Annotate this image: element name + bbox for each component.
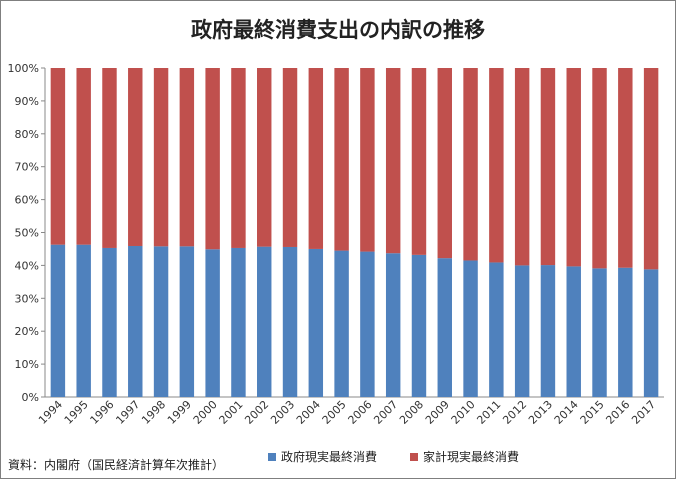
bar-household: [50, 68, 66, 245]
x-tick-label: 2005: [320, 398, 349, 427]
y-tick-labels: 0% 10% 20% 30% 40% 50% 60% 70% 80% 90% 100%: [8, 62, 45, 404]
y-tick-label: 80%: [15, 128, 39, 141]
x-tick-label: 1999: [165, 398, 194, 427]
bar-household: [179, 68, 195, 247]
bar-government: [592, 268, 607, 397]
bar-government: [514, 265, 530, 397]
bar-household: [128, 68, 143, 246]
y-tick-label: 40%: [15, 259, 39, 272]
x-tick-label: 2011: [474, 398, 503, 427]
x-tick-label: 2006: [346, 398, 375, 427]
bar-government: [643, 269, 659, 397]
bar-household: [308, 68, 324, 249]
bar-household: [643, 68, 659, 270]
x-tick-label: 2013: [526, 398, 555, 427]
legend-swatch-household: [410, 452, 418, 461]
legend-label-government: 政府現実最終消費: [281, 450, 378, 464]
y-tick-label: 100%: [8, 62, 39, 75]
bar-government: [385, 253, 401, 397]
x-tick-label: 1997: [113, 398, 142, 427]
y-tick-label: 0%: [22, 391, 39, 404]
bar-household: [411, 68, 427, 255]
bar-household: [437, 68, 452, 259]
x-tick-label: 1996: [88, 398, 117, 427]
bar-government: [360, 251, 375, 397]
x-tick-label: 1994: [36, 398, 65, 427]
bar-household: [618, 68, 633, 268]
bar-government: [231, 247, 246, 397]
x-tick-label: 2004: [294, 398, 323, 427]
x-tick-label: 2007: [371, 398, 400, 427]
bar-government: [411, 254, 427, 397]
bar-household: [76, 68, 91, 245]
bar-government: [437, 258, 452, 397]
bar-government: [205, 249, 220, 397]
y-tick-label: 30%: [15, 292, 39, 305]
source-note: 資料：内閣府（国民経済計算年次推計）: [8, 458, 225, 472]
bar-household: [514, 68, 530, 266]
y-tick-label: 90%: [15, 95, 39, 108]
legend-swatch-government: [268, 452, 276, 461]
x-tick-label: 2010: [449, 398, 478, 427]
bar-household: [257, 68, 272, 247]
bar-household: [334, 68, 349, 251]
y-tick-label: 10%: [15, 358, 39, 371]
bar-household: [489, 68, 504, 263]
x-tick-label: 2014: [552, 398, 581, 427]
bar-household: [566, 68, 581, 267]
legend-item-government: 政府現実最終消費: [268, 448, 377, 465]
bar-government: [153, 246, 169, 397]
bar-household: [231, 68, 246, 248]
y-tick-label: 60%: [15, 194, 39, 207]
x-tick-label: 2009: [423, 398, 452, 427]
legend-item-household: 家計現実最終消費: [410, 448, 519, 465]
bar-household: [592, 68, 607, 269]
y-tick-label: 20%: [15, 325, 39, 338]
bars: [50, 68, 659, 397]
bar-household: [360, 68, 375, 252]
y-tick-label: 50%: [15, 227, 39, 240]
x-tick-label: 2002: [242, 398, 271, 427]
bar-government: [128, 245, 143, 397]
x-tick-label: 2001: [217, 398, 246, 427]
bar-government: [308, 248, 324, 397]
legend-label-household: 家計現実最終消費: [423, 450, 520, 464]
bar-government: [618, 267, 633, 397]
bar-government: [540, 265, 556, 397]
bar-household: [463, 68, 478, 261]
bar-household: [385, 68, 401, 254]
x-tick-label: 2003: [268, 398, 297, 427]
x-tick-label: 1998: [139, 398, 168, 427]
x-tick-label: 2000: [191, 398, 220, 427]
x-tick-label: 2017: [629, 398, 658, 427]
bar-household: [540, 68, 556, 266]
bar-government: [179, 246, 195, 397]
bar-household: [102, 68, 117, 248]
bar-household: [153, 68, 169, 247]
bar-government: [76, 244, 91, 397]
x-tick-label: 2015: [578, 398, 607, 427]
bar-government: [489, 262, 504, 397]
x-tick-label: 1995: [62, 398, 91, 427]
bar-government: [257, 246, 272, 397]
bar-government: [463, 260, 478, 397]
bar-household: [282, 68, 298, 247]
x-tick-label: 2016: [603, 398, 632, 427]
bar-government: [566, 266, 581, 397]
chart-title: 政府最終消費支出の内訳の推移: [191, 18, 485, 42]
x-tick-label: 2008: [397, 398, 426, 427]
bar-government: [102, 247, 117, 397]
x-tick-labels: 1994199519961997199819992000200120022003…: [36, 398, 658, 427]
bar-household: [205, 68, 220, 250]
y-tick-label: 70%: [15, 161, 39, 174]
x-tick-label: 2012: [500, 398, 529, 427]
bar-government: [50, 244, 66, 397]
bar-government: [334, 250, 349, 397]
bar-government: [282, 246, 298, 397]
